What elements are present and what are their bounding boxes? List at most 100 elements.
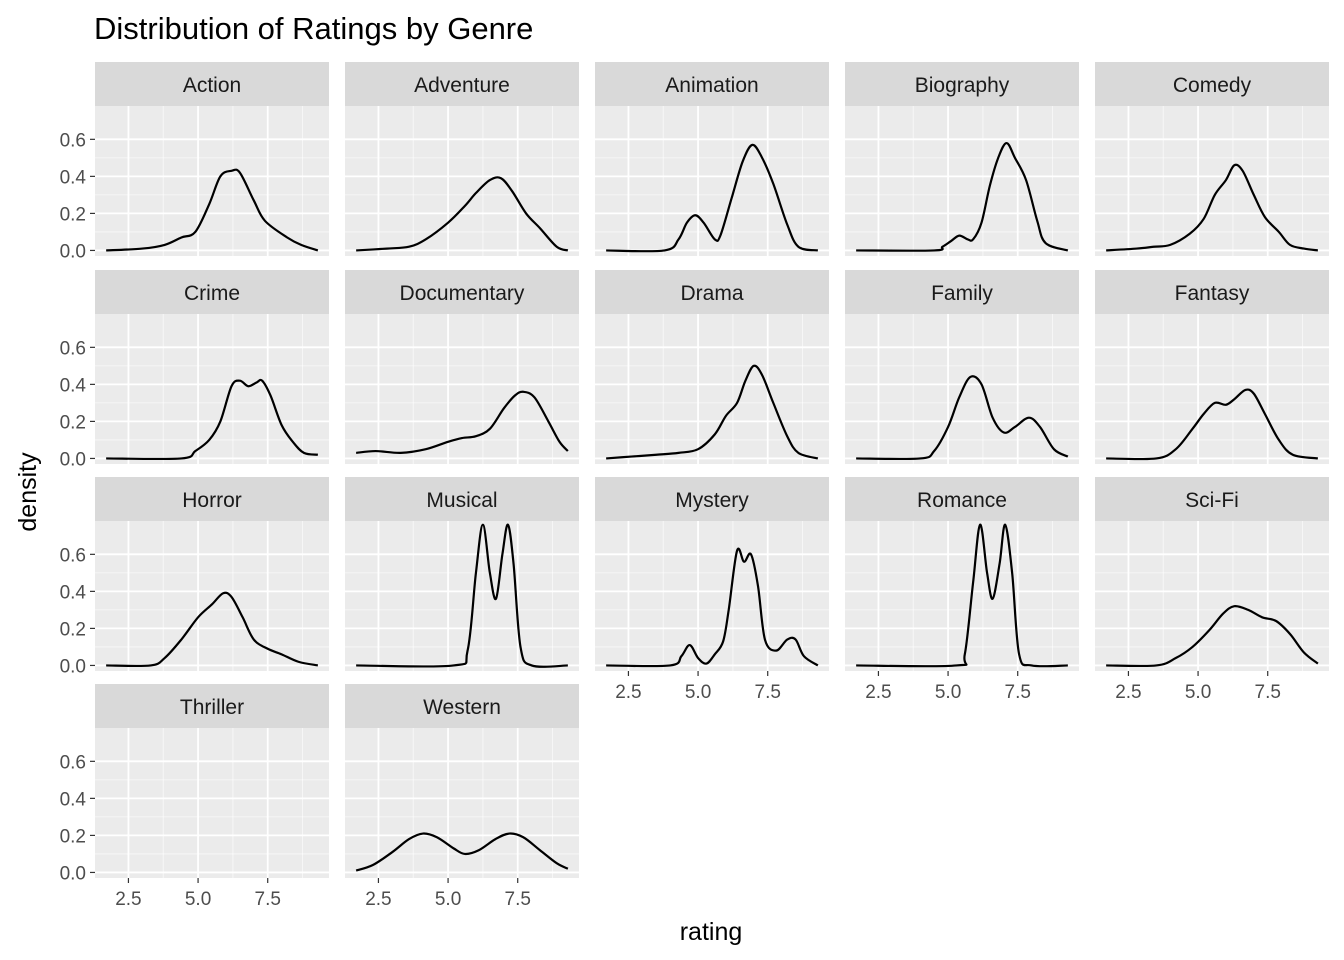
x-tick-label: 5.0 [435, 889, 461, 910]
x-tick-label: 5.0 [935, 682, 961, 703]
panel-background [845, 106, 1079, 256]
x-tick-label: 7.5 [755, 682, 781, 703]
facet-strip [1095, 270, 1329, 314]
facet-panel: Western 2.5 5.0 7.5 [345, 684, 579, 910]
facet-panel: Documentary [345, 270, 579, 464]
facet-label: Fantasy [1175, 282, 1250, 305]
density-curve [606, 143, 819, 253]
x-tick-label: 2.5 [365, 889, 391, 910]
facet-strip [345, 684, 579, 728]
facet-label: Animation [665, 74, 758, 97]
facet-strip [1095, 477, 1329, 521]
facet-panel: Fantasy [1095, 270, 1329, 464]
facet-label: Horror [182, 489, 242, 512]
x-tick-label: 7.5 [1255, 682, 1281, 703]
x-tick-label: 7.5 [255, 889, 281, 910]
facet-strip [345, 270, 579, 314]
panel-background [595, 314, 829, 464]
facet-label: Romance [917, 489, 1007, 512]
y-tick-label: 0.4 [60, 375, 87, 396]
panel-background [95, 728, 329, 878]
facet-label: Thriller [180, 696, 244, 719]
facet-panel: Comedy [1095, 62, 1329, 256]
y-tick-label: 0.0 [60, 449, 86, 470]
facet-label: Drama [680, 282, 743, 305]
y-tick-label: 0.2 [60, 412, 86, 433]
y-tick-label: 0.6 [60, 752, 86, 773]
panel-background [595, 521, 829, 671]
facet-panel: Adventure [345, 62, 579, 256]
panel-background [345, 106, 579, 256]
x-tick-label: 7.5 [1005, 682, 1031, 703]
y-tick-label: 0.0 [60, 863, 86, 884]
facet-strip [595, 270, 829, 314]
facet-panel: Romance 2.5 5.0 7.5 [845, 477, 1079, 703]
density-curve [1106, 388, 1319, 461]
facet-panel: Animation [595, 62, 829, 256]
facet-label: Sci-Fi [1185, 489, 1239, 512]
density-curve [106, 168, 319, 252]
density-curve [356, 176, 569, 252]
y-tick-label: 0.4 [60, 167, 87, 188]
panel-background [95, 521, 329, 671]
facet-strip [845, 270, 1079, 314]
facet-strip [845, 477, 1079, 521]
facet-label: Biography [915, 74, 1010, 97]
facet-label: Mystery [675, 489, 749, 512]
x-tick-label: 2.5 [1115, 682, 1141, 703]
panel-background [1095, 521, 1329, 671]
facet-panel: Thriller 0.0 0.2 0.4 0.6 2.5 5.0 7.5 [60, 684, 329, 910]
facet-strip [95, 62, 329, 106]
facet-panel: Family [845, 270, 1079, 464]
panel-background [95, 106, 329, 256]
density-curve [356, 523, 568, 668]
facet-label: Comedy [1173, 74, 1252, 97]
facet-strip [845, 62, 1079, 106]
facet-panel: Crime 0.0 0.2 0.4 0.6 [60, 270, 329, 470]
panel-background [845, 521, 1079, 671]
facet-label: Western [423, 696, 501, 719]
x-axis-title: rating [680, 918, 743, 946]
x-tick-label: 2.5 [865, 682, 891, 703]
facet-panel: Mystery 2.5 5.0 7.5 [595, 477, 829, 703]
y-tick-label: 0.2 [60, 204, 86, 225]
facet-strip [345, 477, 579, 521]
y-tick-label: 0.0 [60, 241, 86, 262]
x-tick-label: 5.0 [685, 682, 711, 703]
x-tick-label: 2.5 [115, 889, 141, 910]
facet-panel: Horror 0.0 0.2 0.4 0.6 [60, 477, 329, 677]
chart-title: Distribution of Ratings by Genre [94, 11, 533, 46]
facet-label: Documentary [400, 282, 525, 305]
facet-strip [595, 62, 829, 106]
y-tick-label: 0.6 [60, 545, 86, 566]
facet-strip [595, 477, 829, 521]
y-axis-title: density [14, 452, 42, 532]
x-tick-label: 5.0 [185, 889, 211, 910]
y-tick-label: 0.2 [60, 826, 86, 847]
density-curve [355, 832, 569, 872]
panel-background [595, 106, 829, 256]
x-tick-label: 2.5 [615, 682, 641, 703]
facet-strip [345, 62, 579, 106]
density-curve [106, 591, 319, 668]
y-tick-label: 0.6 [60, 338, 86, 359]
density-curve [856, 141, 1069, 252]
density-curve [1106, 604, 1319, 668]
density-curve [606, 364, 819, 460]
facet-strip [95, 270, 329, 314]
y-tick-label: 0.6 [60, 130, 86, 151]
panel-background [1095, 106, 1329, 256]
y-tick-label: 0.2 [60, 619, 86, 640]
facet-panels: Action 0.0 0.2 0.4 0.6 Adventure Animation Biog… [60, 62, 1329, 910]
panel-background [1095, 314, 1329, 464]
facet-label: Adventure [414, 74, 510, 97]
facet-label: Crime [184, 282, 240, 305]
density-curve [106, 378, 319, 461]
panel-background [345, 314, 579, 464]
density-curve [356, 390, 569, 454]
facet-panel: Action 0.0 0.2 0.4 0.6 [60, 62, 329, 262]
facet-panel: Biography [845, 62, 1079, 256]
facet-label: Musical [426, 489, 497, 512]
density-curve [606, 547, 819, 668]
